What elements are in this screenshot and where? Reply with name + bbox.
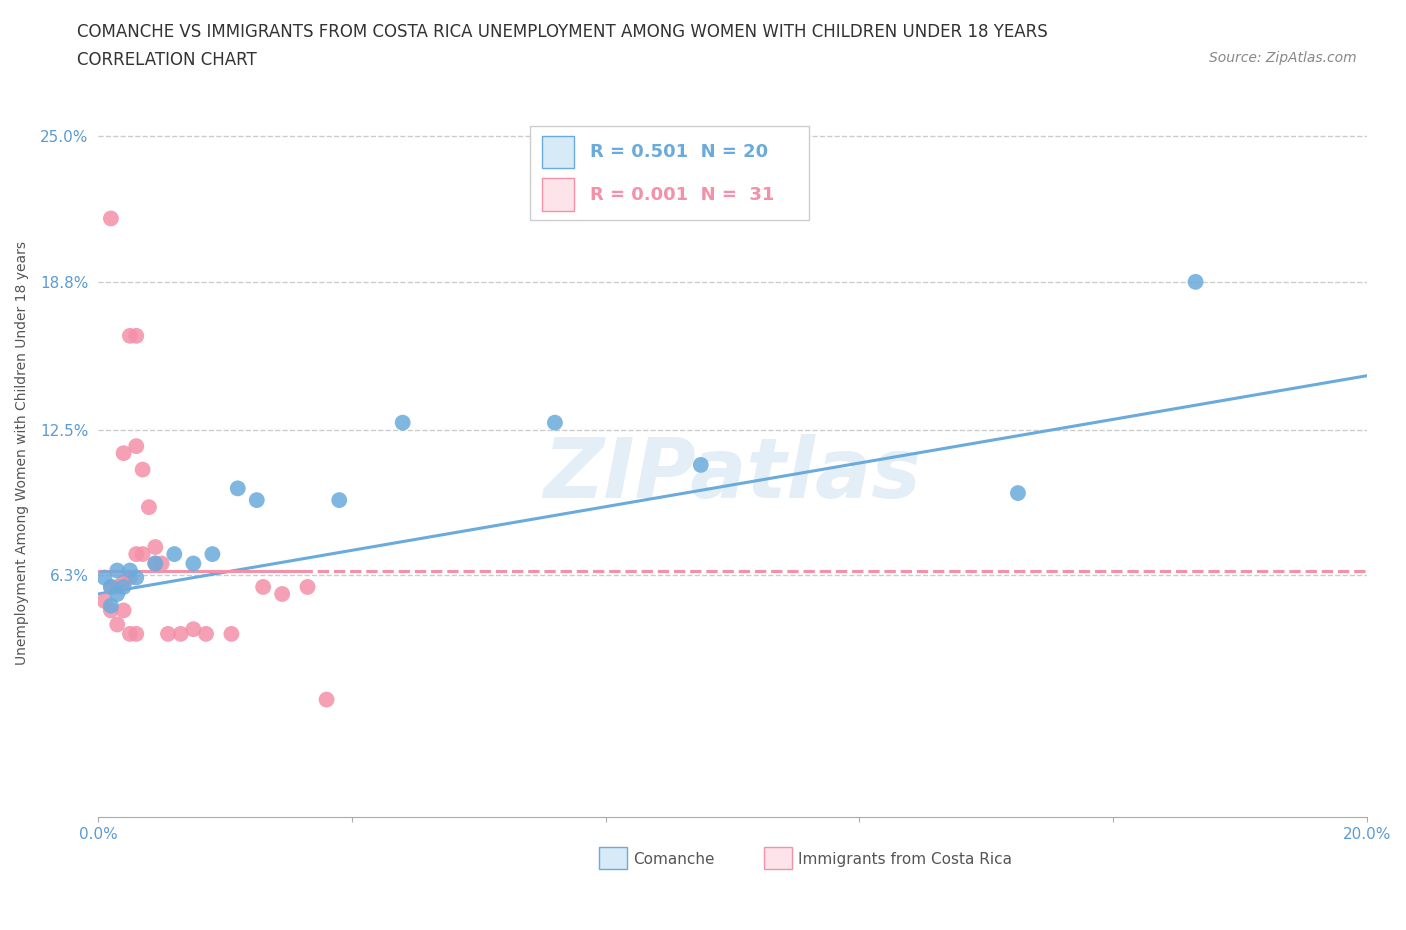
Point (252, 579, 274, 594)
Point (1007, 485, 1029, 500)
Point (105, 579, 128, 594)
Text: R = 0.501  N = 20: R = 0.501 N = 20 (591, 143, 769, 161)
Point (105, 587, 128, 602)
Point (183, 556, 205, 571)
FancyBboxPatch shape (543, 179, 574, 211)
Point (112, 579, 135, 594)
Point (93, 593, 115, 608)
Point (689, 458, 711, 472)
Point (112, 575, 135, 590)
Text: Source: ZipAtlas.com: Source: ZipAtlas.com (1209, 51, 1357, 65)
Point (1184, 274, 1206, 289)
Point (201, 547, 224, 562)
Text: COMANCHE VS IMMIGRANTS FROM COSTA RICA UNEMPLOYMENT AMONG WOMEN WITH CHILDREN UN: COMANCHE VS IMMIGRANTS FROM COSTA RICA U… (77, 23, 1047, 41)
Point (125, 328, 148, 343)
Point (105, 617, 128, 631)
Point (391, 415, 413, 430)
Point (118, 570, 141, 585)
Point (297, 579, 319, 594)
Text: Immigrants from Costa Rica: Immigrants from Costa Rica (799, 852, 1012, 867)
Point (100, 211, 122, 226)
Point (125, 627, 148, 642)
Point (125, 570, 148, 585)
Text: Comanche: Comanche (634, 852, 716, 867)
Point (131, 462, 153, 477)
Point (118, 563, 141, 578)
FancyBboxPatch shape (543, 136, 574, 168)
Point (143, 556, 166, 571)
Text: ZIPatlas: ZIPatlas (544, 434, 921, 515)
Point (138, 499, 160, 514)
Point (118, 627, 141, 642)
Point (125, 439, 148, 454)
Text: R = 0.001  N =  31: R = 0.001 N = 31 (591, 185, 775, 204)
Y-axis label: Unemployment Among Women with Children Under 18 years: Unemployment Among Women with Children U… (15, 241, 30, 665)
Point (105, 563, 128, 578)
Point (125, 547, 148, 562)
Point (100, 598, 122, 613)
Point (100, 579, 122, 594)
Point (150, 556, 173, 571)
Point (195, 627, 218, 642)
Point (163, 547, 186, 562)
FancyBboxPatch shape (530, 126, 808, 220)
Point (183, 622, 205, 637)
FancyBboxPatch shape (765, 847, 792, 870)
Point (131, 547, 153, 562)
Point (328, 493, 350, 508)
Point (118, 328, 141, 343)
Point (221, 627, 243, 642)
Point (315, 692, 337, 707)
Point (271, 587, 294, 602)
Point (246, 493, 269, 508)
Point (169, 627, 191, 642)
Point (112, 445, 135, 460)
Point (112, 603, 135, 618)
Point (93, 570, 115, 585)
Point (156, 627, 179, 642)
Text: CORRELATION CHART: CORRELATION CHART (77, 51, 257, 69)
Point (226, 481, 249, 496)
Point (100, 579, 122, 594)
FancyBboxPatch shape (599, 847, 627, 870)
Point (544, 415, 567, 430)
Point (100, 603, 122, 618)
Point (143, 539, 166, 554)
Point (143, 556, 166, 571)
